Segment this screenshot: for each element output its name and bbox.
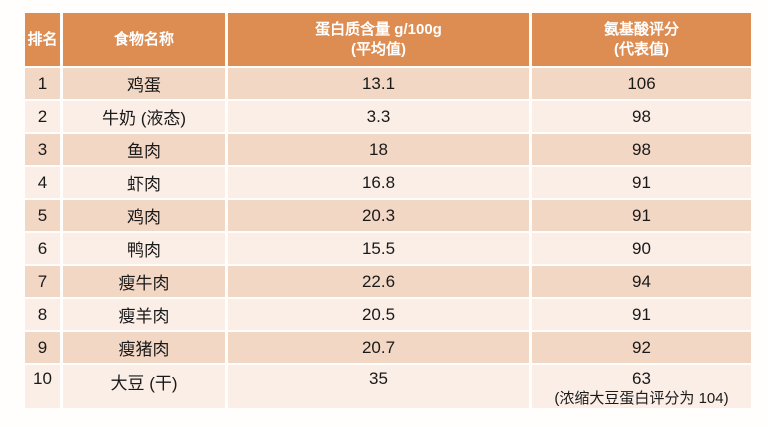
- food-name-cell: 鸭肉: [63, 233, 225, 264]
- score-cell: 98: [532, 134, 751, 165]
- rank-cell: 9: [25, 332, 60, 363]
- score-value: 63: [632, 369, 651, 388]
- table-row: 2 牛奶 (液态) 3.3 98: [25, 101, 751, 132]
- protein-ranking-table: 排名 食物名称 蛋白质含量 g/100g (平均值) 氨基酸评分 (代表值) 1…: [22, 11, 754, 410]
- score-cell: 91: [532, 299, 751, 330]
- table-row: 8 瘦羊肉 20.5 91: [25, 299, 751, 330]
- food-name-cell: 虾肉: [63, 167, 225, 198]
- column-header-protein-label: 蛋白质含量 g/100g: [315, 20, 442, 38]
- food-name-cell: 瘦羊肉: [63, 299, 225, 330]
- score-value: 91: [632, 304, 651, 324]
- protein-value-cell: 20.7: [228, 332, 529, 363]
- score-cell: 90: [532, 233, 751, 264]
- score-wrap: 91: [532, 173, 751, 193]
- score-value: 91: [632, 205, 651, 225]
- score-value: 91: [632, 172, 651, 192]
- table-body: 1 鸡蛋 13.1 106 2 牛奶 (液态) 3.3 98 3 鱼肉 18 9…: [25, 68, 751, 408]
- rank-cell: 4: [25, 167, 60, 198]
- food-name-cell: 鸡肉: [63, 200, 225, 231]
- protein-value-cell: 18: [228, 134, 529, 165]
- rank-cell: 6: [25, 233, 60, 264]
- protein-value-cell: 3.3: [228, 101, 529, 132]
- rank-cell: 8: [25, 299, 60, 330]
- table-row: 9 瘦猪肉 20.7 92: [25, 332, 751, 363]
- protein-value-cell: 20.3: [228, 200, 529, 231]
- food-name-cell: 鸡蛋: [63, 68, 225, 99]
- rank-cell: 1: [25, 68, 60, 99]
- table-row: 4 虾肉 16.8 91: [25, 167, 751, 198]
- rank-cell: 10: [25, 365, 60, 408]
- score-value: 94: [632, 271, 651, 291]
- column-header-score-sublabel: (代表值): [614, 40, 669, 58]
- score-wrap: 90: [532, 239, 751, 259]
- table-row: 3 鱼肉 18 98: [25, 134, 751, 165]
- score-cell: 63 (浓缩大豆蛋白评分为 104): [532, 365, 751, 408]
- score-cell: 91: [532, 167, 751, 198]
- food-name-cell: 瘦猪肉: [63, 332, 225, 363]
- score-cell: 91: [532, 200, 751, 231]
- column-header-score-label: 氨基酸评分: [603, 20, 679, 38]
- score-footnote: (浓缩大豆蛋白评分为 104): [554, 390, 729, 407]
- score-wrap: 94: [532, 272, 751, 292]
- protein-value-cell: 16.8: [228, 167, 529, 198]
- score-cell: 106: [532, 68, 751, 99]
- protein-value-cell: 20.5: [228, 299, 529, 330]
- score-wrap: 98: [532, 140, 751, 160]
- food-name-cell: 牛奶 (液态): [63, 101, 225, 132]
- protein-value-cell: 13.1: [228, 68, 529, 99]
- table-row: 7 瘦牛肉 22.6 94: [25, 266, 751, 297]
- rank-cell: 3: [25, 134, 60, 165]
- score-wrap: 91: [532, 305, 751, 325]
- score-wrap: 92: [532, 338, 751, 358]
- rank-cell: 5: [25, 200, 60, 231]
- rank-cell: 7: [25, 266, 60, 297]
- header-row: 排名 食物名称 蛋白质含量 g/100g (平均值) 氨基酸评分 (代表值): [25, 13, 751, 66]
- column-header-rank-label: 排名: [27, 30, 58, 48]
- score-value: 106: [627, 73, 656, 93]
- column-header-protein: 蛋白质含量 g/100g (平均值): [228, 13, 529, 66]
- table-row: 6 鸭肉 15.5 90: [25, 233, 751, 264]
- score-wrap: 98: [532, 107, 751, 127]
- column-header-score: 氨基酸评分 (代表值): [532, 13, 751, 66]
- column-header-protein-sublabel: (平均值): [351, 40, 406, 58]
- rank-cell: 2: [25, 101, 60, 132]
- score-value: 92: [632, 337, 651, 357]
- protein-value-cell: 15.5: [228, 233, 529, 264]
- score-value: 98: [632, 139, 651, 159]
- score-cell: 94: [532, 266, 751, 297]
- score-wrap: 106: [532, 74, 751, 94]
- score-wrap: 63 (浓缩大豆蛋白评分为 104): [532, 369, 751, 408]
- table-row: 10 大豆 (干) 35 63 (浓缩大豆蛋白评分为 104): [25, 365, 751, 408]
- table-row: 5 鸡肉 20.3 91: [25, 200, 751, 231]
- food-name-cell: 瘦牛肉: [63, 266, 225, 297]
- column-header-food: 食物名称: [63, 13, 225, 66]
- score-wrap: 91: [532, 206, 751, 226]
- score-value: 90: [632, 238, 651, 258]
- food-name-cell: 鱼肉: [63, 134, 225, 165]
- score-cell: 92: [532, 332, 751, 363]
- score-value: 98: [632, 106, 651, 126]
- score-cell: 98: [532, 101, 751, 132]
- protein-value-cell: 22.6: [228, 266, 529, 297]
- protein-value-cell: 35: [228, 365, 529, 408]
- column-header-food-label: 食物名称: [113, 30, 174, 48]
- column-header-rank: 排名: [25, 13, 60, 66]
- food-name-cell: 大豆 (干): [63, 365, 225, 408]
- table-row: 1 鸡蛋 13.1 106: [25, 68, 751, 99]
